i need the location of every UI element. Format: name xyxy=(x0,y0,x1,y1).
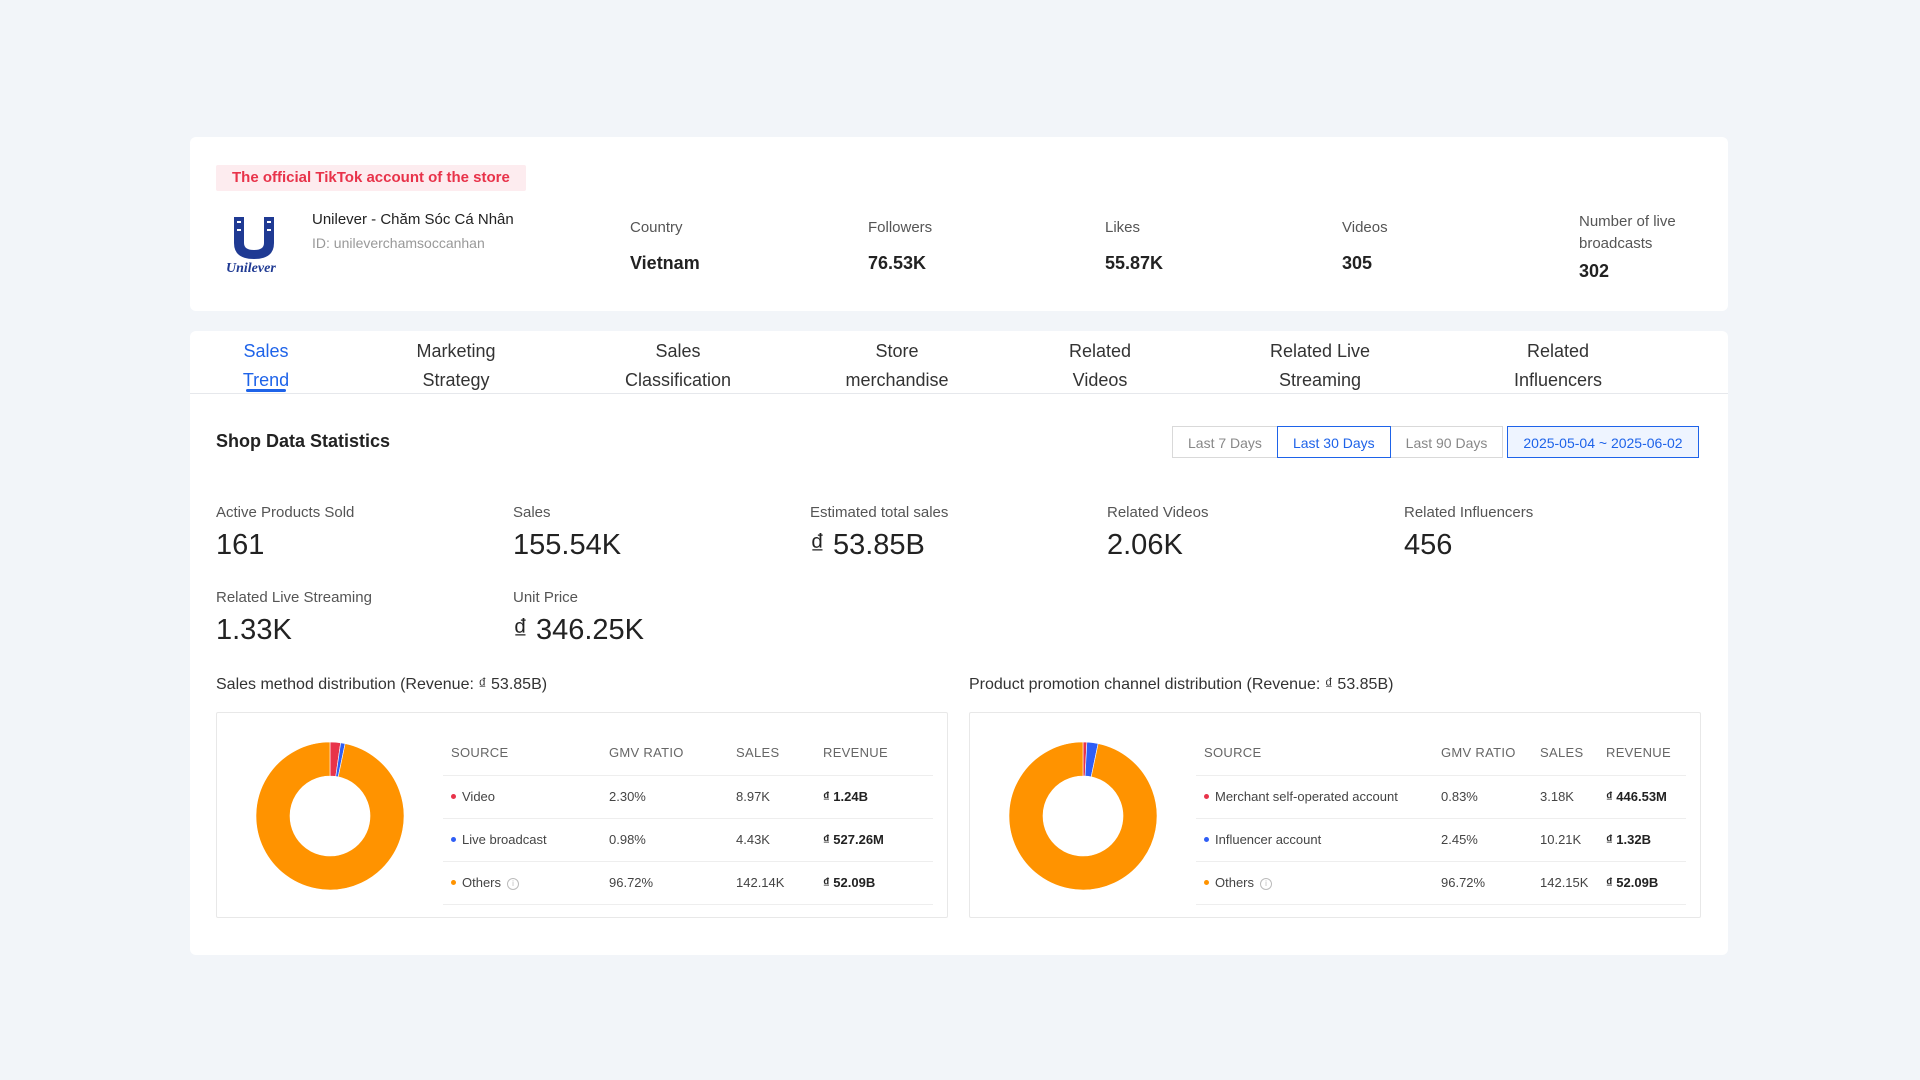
sales-method-donut-chart xyxy=(255,741,405,891)
store-profile-card: The official TikTok account of the store… xyxy=(190,137,1728,311)
date-picker-input[interactable]: 2025-05-04 ~ 2025-06-02 xyxy=(1507,426,1699,458)
tab-store-merchandise[interactable]: Store merchandise xyxy=(845,341,949,390)
table-row: Live broadcast 0.98% 4.43K ₫ 527.26M xyxy=(443,819,933,862)
tab-related-live-streaming[interactable]: Related Live Streaming xyxy=(1269,341,1371,390)
tab-sales-classification[interactable]: Sales Classification xyxy=(624,341,732,390)
table-row: Merchant self-operated account 0.83% 3.1… xyxy=(1196,776,1686,819)
donut-slice-3[interactable] xyxy=(1008,741,1158,891)
store-name: Unilever - Chăm Sóc Cá Nhân xyxy=(312,211,514,228)
donut-slice-3[interactable] xyxy=(255,741,405,891)
series-dot-icon xyxy=(1204,794,1209,800)
metric-related-influencers: Related Influencers 456 xyxy=(1404,504,1534,561)
series-dot-icon xyxy=(451,837,456,843)
sales-method-distribution: SOURCE GMV RATIO SALES REVENUE Video 2.3… xyxy=(216,712,948,918)
country-stat: Country Vietnam xyxy=(630,219,700,273)
followers-stat: Followers 76.53K xyxy=(868,219,933,273)
range-last-7-days-button[interactable]: Last 7 Days xyxy=(1172,426,1278,458)
promotion-channel-distribution-title: Product promotion channel distribution (… xyxy=(969,676,1394,693)
table-header-row: SOURCE GMV RATIO SALES REVENUE xyxy=(443,731,933,776)
metric-estimated-total-sales: Estimated total sales ₫ 53.85B xyxy=(810,504,949,561)
table-header-row: SOURCE GMV RATIO SALES REVENUE xyxy=(1196,731,1686,776)
tab-marketing-strategy[interactable]: Marketing Strategy xyxy=(416,341,496,390)
tab-related-influencers[interactable]: Related Influencers xyxy=(1513,341,1603,390)
section-title: Shop Data Statistics xyxy=(216,431,391,451)
promotion-channel-distribution: SOURCE GMV RATIO SALES REVENUE Merchant … xyxy=(969,712,1701,918)
table-row: Video 2.30% 8.97K ₫ 1.24B xyxy=(443,776,933,819)
promotion-channel-table: SOURCE GMV RATIO SALES REVENUE Merchant … xyxy=(1196,731,1686,905)
likes-stat: Likes 55.87K xyxy=(1105,219,1164,273)
live-broadcasts-stat: Number of live broadcasts 302 xyxy=(1579,213,1676,281)
logo-wordmark: Unilever xyxy=(226,261,276,276)
info-icon[interactable]: i xyxy=(1260,877,1273,890)
table-row: Others i 96.72% 142.14K ₫ 52.09B xyxy=(443,862,933,905)
metric-related-live-streaming: Related Live Streaming 1.33K xyxy=(216,589,372,646)
series-dot-icon xyxy=(1204,880,1209,886)
tab-bar: Sales Trend Marketing Strategy Sales Classi… xyxy=(190,331,1728,394)
table-row: Influencer account 2.45% 10.21K ₫ 1.32B xyxy=(1196,819,1686,862)
active-tab-indicator xyxy=(246,389,286,392)
date-range-selector: Last 7 Days Last 30 Days Last 90 Days 20… xyxy=(1172,426,1699,458)
sales-method-table: SOURCE GMV RATIO SALES REVENUE Video 2.3… xyxy=(443,731,933,905)
promotion-channel-donut-chart xyxy=(1008,741,1158,891)
videos-stat: Videos 305 xyxy=(1342,219,1388,273)
tab-sales-trend[interactable]: Sales Trend xyxy=(242,341,290,390)
sales-method-distribution-title: Sales method distribution (Revenue: ₫ 53… xyxy=(216,676,548,693)
table-row: Others i 96.72% 142.15K ₫ 52.09B xyxy=(1196,862,1686,905)
shop-data-card: Sales Trend Marketing Strategy Sales Classi… xyxy=(190,331,1728,955)
series-dot-icon xyxy=(451,880,456,886)
metric-related-videos: Related Videos 2.06K xyxy=(1107,504,1209,561)
metric-sales: Sales 155.54K xyxy=(513,504,622,561)
range-last-30-days-button[interactable]: Last 30 Days xyxy=(1276,426,1391,458)
range-last-90-days-button[interactable]: Last 90 Days xyxy=(1389,426,1504,458)
series-dot-icon xyxy=(1204,837,1209,843)
tab-related-videos[interactable]: Related Videos xyxy=(1068,341,1132,390)
unilever-logo-icon xyxy=(234,217,274,259)
info-icon[interactable]: i xyxy=(507,877,520,890)
series-dot-icon xyxy=(451,794,456,800)
official-account-badge: The official TikTok account of the store xyxy=(216,165,526,191)
store-id: ID: unileverchamsoccanhan xyxy=(312,235,485,251)
metric-unit-price: Unit Price ₫ 346.25K xyxy=(513,589,644,646)
metric-active-products-sold: Active Products Sold 161 xyxy=(216,504,355,561)
